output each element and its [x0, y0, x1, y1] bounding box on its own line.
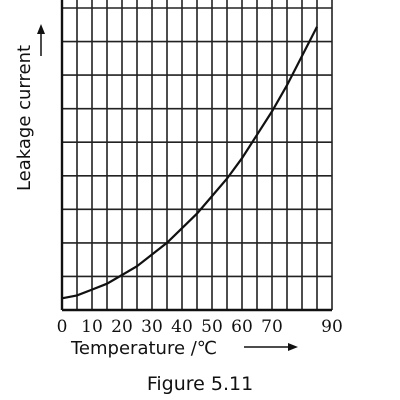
axes: [60, 0, 332, 312]
x-tick-label: 20: [111, 317, 133, 337]
x-tick-label: 0: [57, 317, 68, 337]
x-tick-label: 70: [261, 317, 283, 337]
grid: [61, 0, 333, 311]
x-tick-label: 10: [81, 317, 103, 337]
x-tick-label: 60: [231, 317, 253, 337]
y-axis-label: Leakage current: [14, 45, 35, 191]
x-tick-label: 90: [321, 317, 343, 337]
x-tick-labels: 0 10 20 30 40 50 60 70 90: [57, 317, 343, 337]
x-tick-label: 50: [201, 317, 223, 337]
x-tick-label: 30: [141, 317, 163, 337]
x-tick-label: 40: [171, 317, 193, 337]
y-axis-arrow: [37, 24, 45, 56]
x-axis-arrow: [244, 343, 298, 351]
x-axis-label: Temperature /℃: [70, 338, 217, 359]
leakage-curve: [61, 26, 318, 300]
figure-caption: Figure 5.11: [147, 373, 253, 395]
